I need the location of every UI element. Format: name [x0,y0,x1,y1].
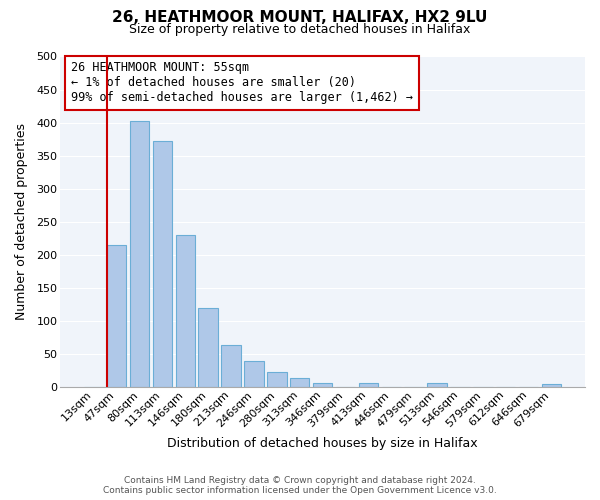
Text: 26 HEATHMOOR MOUNT: 55sqm
← 1% of detached houses are smaller (20)
99% of semi-d: 26 HEATHMOOR MOUNT: 55sqm ← 1% of detach… [71,62,413,104]
Bar [176,235,195,387]
Bar [359,383,378,387]
Bar [267,372,287,387]
Bar [153,141,172,387]
Text: Size of property relative to detached houses in Halifax: Size of property relative to detached ho… [130,22,470,36]
Bar [313,383,332,387]
Bar [199,308,218,387]
Text: Contains HM Land Registry data © Crown copyright and database right 2024.
Contai: Contains HM Land Registry data © Crown c… [103,476,497,495]
Bar [107,245,127,387]
Text: 26, HEATHMOOR MOUNT, HALIFAX, HX2 9LU: 26, HEATHMOOR MOUNT, HALIFAX, HX2 9LU [112,10,488,25]
X-axis label: Distribution of detached houses by size in Halifax: Distribution of detached houses by size … [167,437,478,450]
Bar [427,383,447,387]
Bar [244,361,264,387]
Bar [290,378,310,387]
Bar [221,346,241,387]
Bar [542,384,561,387]
Bar [130,120,149,387]
Y-axis label: Number of detached properties: Number of detached properties [15,123,28,320]
